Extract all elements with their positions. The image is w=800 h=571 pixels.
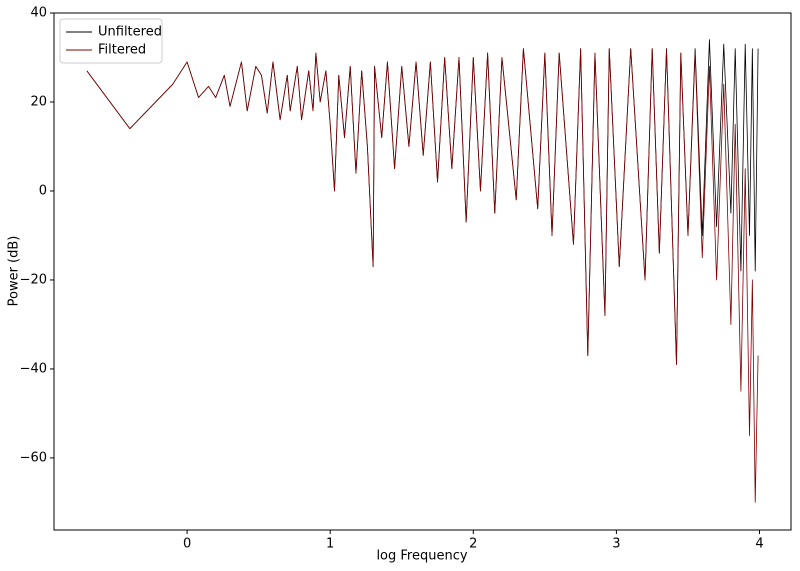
y-tick-label: 40	[30, 6, 47, 21]
y-tick-label: −20	[20, 272, 47, 287]
x-tick-label: 0	[183, 537, 191, 552]
legend-box	[59, 18, 163, 64]
line-series	[86, 48, 759, 503]
plot-frame	[53, 12, 792, 531]
legend-label: Filtered	[98, 43, 146, 58]
y-tick-label: −60	[20, 450, 47, 465]
x-axis-label: log Frequency	[376, 549, 467, 564]
y-tick-label: −40	[20, 361, 47, 376]
x-tick-label: 1	[326, 537, 334, 552]
y-tick-label: 20	[30, 94, 47, 109]
x-tick-label: 4	[755, 537, 763, 552]
y-axis-label: Power (dB)	[7, 236, 22, 307]
y-tick-label: 0	[39, 183, 47, 198]
x-tick-label: 2	[469, 537, 477, 552]
legend-label: Unfiltered	[98, 25, 162, 40]
x-tick-label: 3	[612, 537, 620, 552]
